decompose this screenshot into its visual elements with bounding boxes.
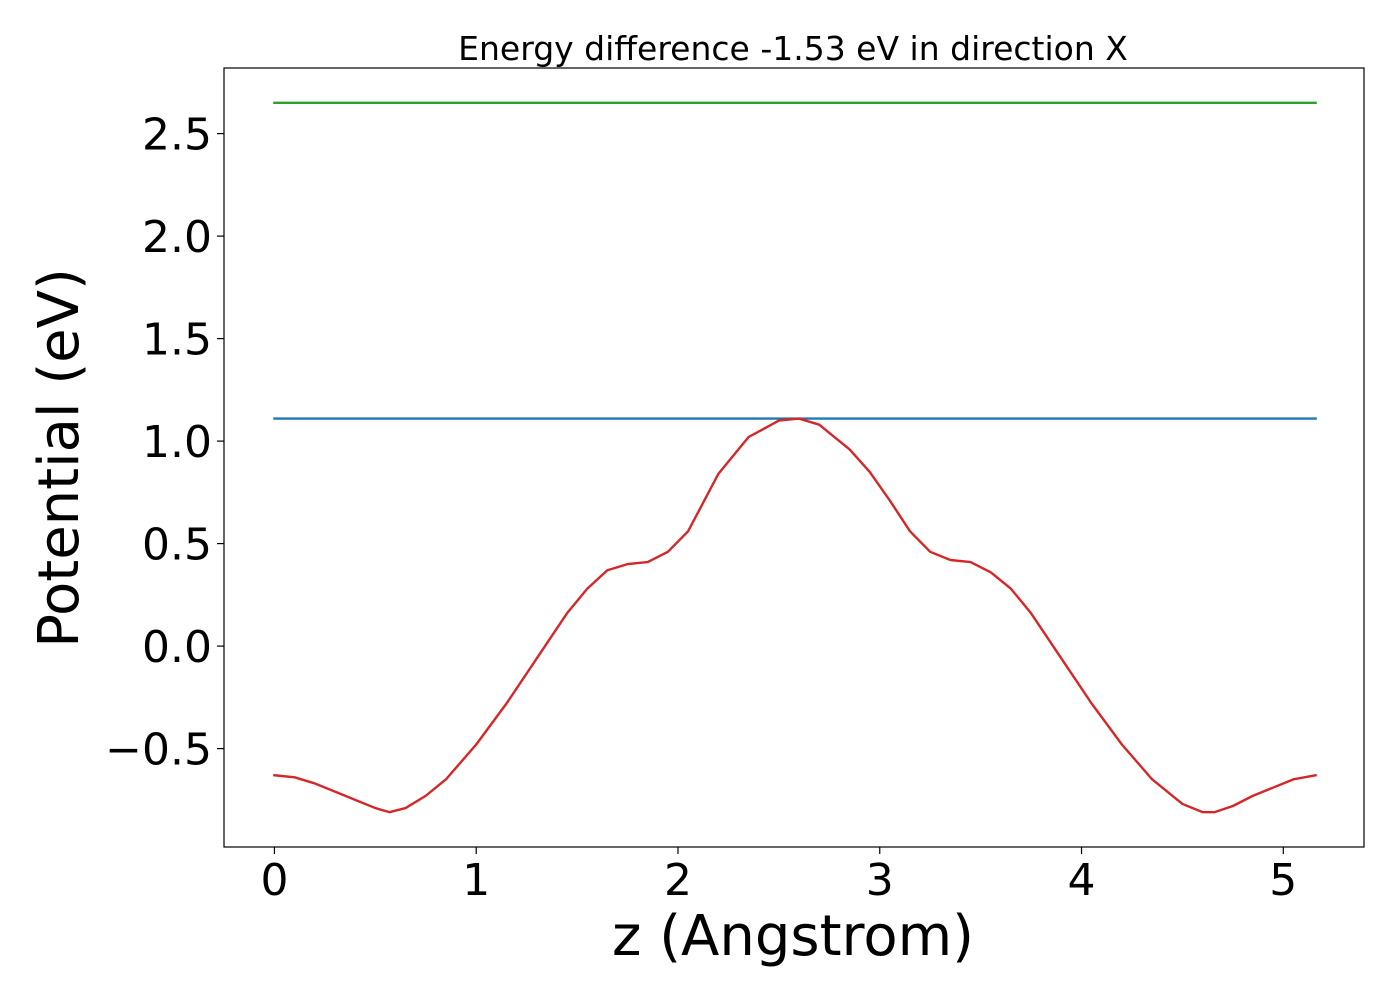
y-tick-label: 2.5: [142, 110, 212, 161]
x-tick-label: 0: [260, 855, 288, 906]
x-tick-label: 3: [866, 855, 894, 906]
y-axis-ticks: −0.5 0.0 0.5 1.0 1.5 2.0 2.5: [105, 110, 224, 776]
chart-title: Energy difference -1.53 eV in direction …: [458, 29, 1128, 68]
y-axis-label: Potential (eV): [27, 268, 92, 648]
series-line-3: [273, 417, 1317, 814]
x-tick-label: 1: [462, 855, 490, 906]
y-tick-label: 1.5: [142, 315, 212, 366]
y-tick-label: 0.0: [142, 622, 212, 673]
x-axis-label: z (Angstrom): [612, 904, 974, 969]
x-tick-label: 5: [1269, 855, 1297, 906]
y-tick-label: 1.0: [142, 417, 212, 468]
x-axis-ticks: 0 1 2 3 4 5: [260, 847, 1297, 906]
x-tick-label: 4: [1068, 855, 1096, 906]
series-layer: [273, 101, 1317, 814]
plot-frame: [223, 67, 1365, 848]
y-tick-label: 2.0: [142, 212, 212, 263]
y-tick-label: −0.5: [105, 725, 212, 776]
y-tick-label: 0.5: [142, 520, 212, 571]
x-tick-label: 2: [664, 855, 692, 906]
